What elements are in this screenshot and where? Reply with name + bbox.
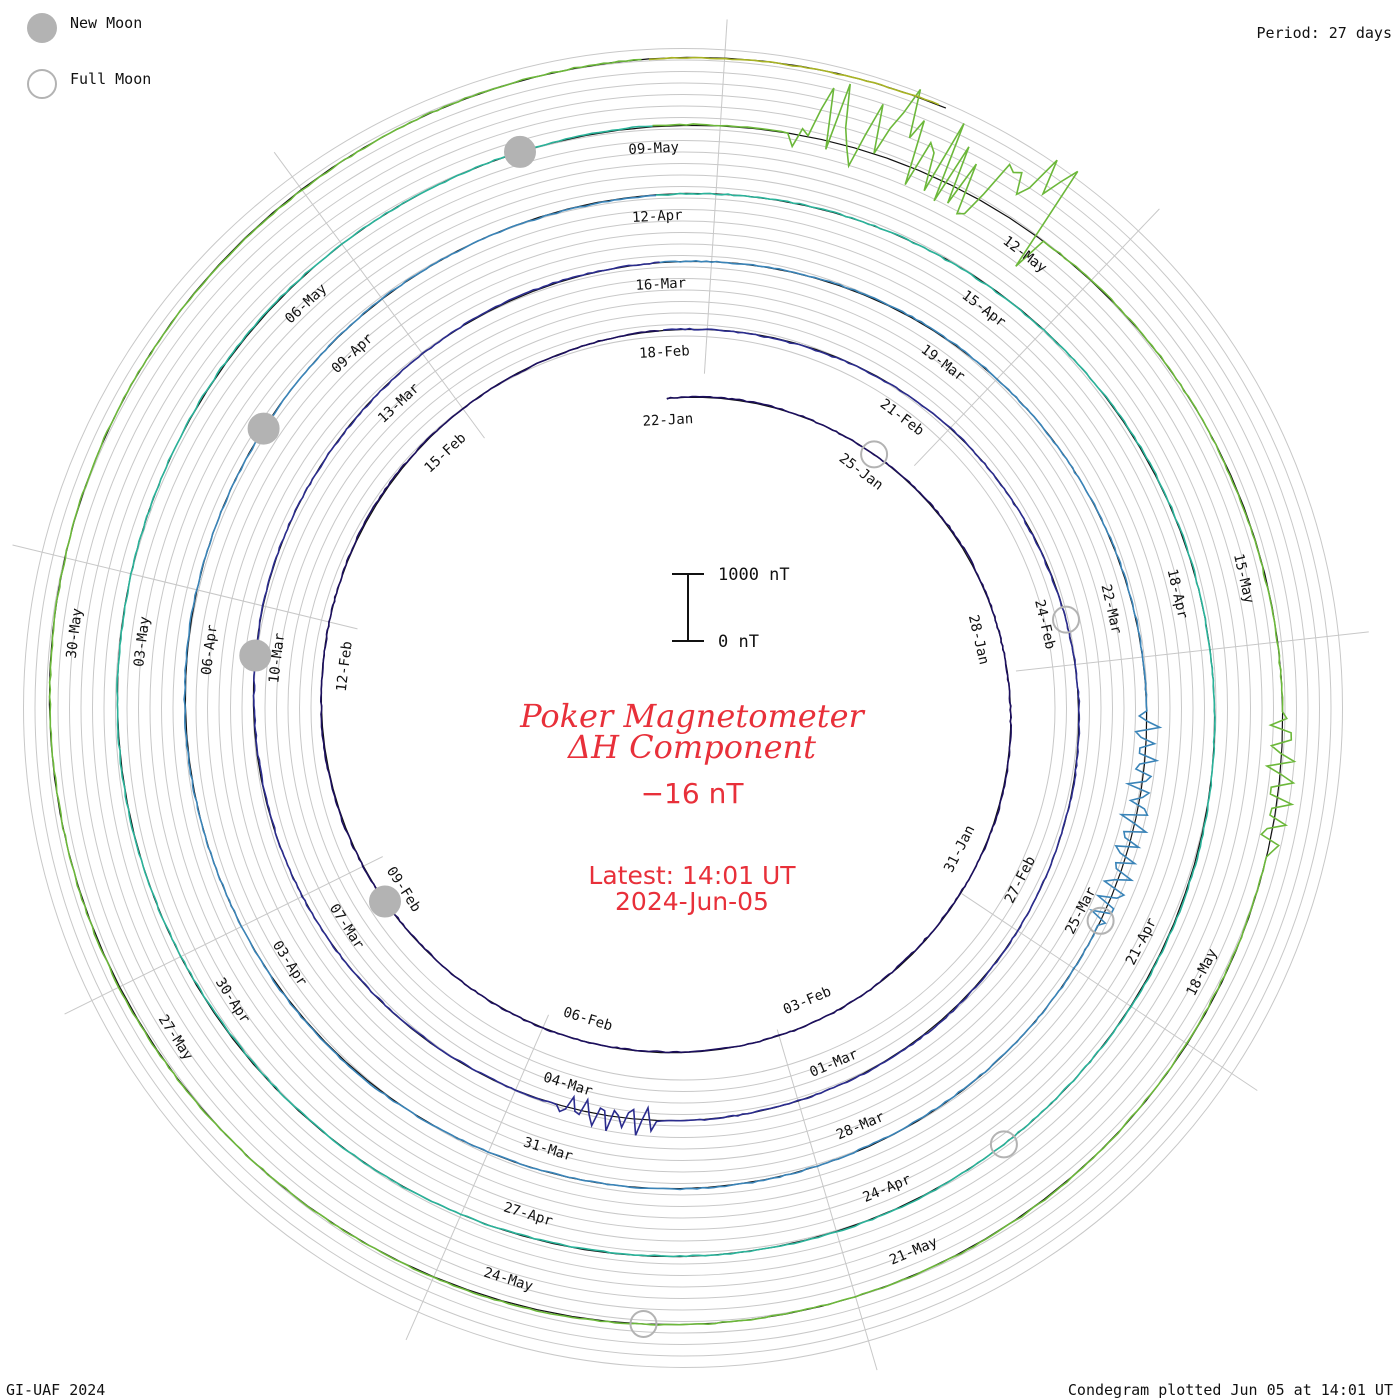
date-label: 09-May	[628, 139, 679, 158]
new-moon-marker	[369, 885, 401, 918]
credit-label: GI-UAF 2024	[6, 1381, 105, 1399]
grid-ring	[126, 151, 1240, 1265]
trace-rotation-5	[48, 58, 1297, 1326]
full-moon-marker	[629, 1310, 658, 1338]
date-label: 12-Apr	[632, 207, 683, 226]
grid-ring	[23, 48, 1343, 1368]
moon-markers	[239, 135, 1115, 1338]
full-moon-marker	[1052, 605, 1080, 634]
grid-ring	[299, 324, 1067, 1092]
baseline-spiral	[48, 56, 1284, 1326]
date-label: 06-Apr	[199, 624, 221, 676]
grid-ring	[46, 71, 1320, 1345]
date-label: 03-Feb	[781, 984, 834, 1018]
date-label: 22-Jan	[642, 411, 693, 430]
date-label: 18-Feb	[639, 343, 690, 362]
legend: New Moon Full Moon	[27, 13, 151, 99]
scale-bar: 1000 nT 0 nT	[672, 565, 790, 652]
date-label: 18-Apr	[1164, 567, 1191, 620]
date-label: 27-Feb	[1002, 854, 1039, 906]
date-label: 03-May	[131, 616, 153, 668]
grid-ring	[241, 266, 1125, 1150]
date-label: 31-Jan	[941, 823, 978, 875]
grid-ring	[80, 105, 1286, 1311]
trace-rotation-2	[252, 261, 1081, 1136]
day-spoke	[1015, 631, 1369, 672]
day-spoke	[913, 208, 1160, 467]
full-moon-marker	[1086, 906, 1115, 935]
grid-ring	[92, 117, 1274, 1299]
trace-rotation-3	[183, 194, 1163, 1191]
date-label: 13-Mar	[375, 380, 423, 426]
baseline-path	[48, 56, 1284, 1326]
chart-title-line2: ΔH Component	[566, 728, 816, 766]
date-label: 31-Mar	[521, 1135, 574, 1165]
trace-rotation-1	[319, 329, 1013, 1054]
day-spoke	[405, 1014, 549, 1341]
full-moon-label: Full Moon	[70, 70, 151, 88]
day-spoke	[64, 856, 383, 1015]
day-spokes	[12, 19, 1369, 1371]
new-moon-label: New Moon	[70, 14, 142, 32]
new-moon-icon	[27, 13, 57, 43]
date-label: 30-May	[64, 607, 86, 659]
date-label: 09-Apr	[329, 331, 377, 377]
date-label: 15-May	[1230, 552, 1257, 605]
scale-top-label: 1000 nT	[718, 565, 790, 585]
period-label: Period: 27 days	[1257, 24, 1392, 42]
grid-ring	[207, 232, 1159, 1184]
grid-ring	[115, 140, 1251, 1276]
day-spoke	[961, 893, 1258, 1091]
date-label: 16-Mar	[635, 275, 686, 294]
grid-ring	[264, 289, 1102, 1127]
day-spoke	[703, 19, 728, 374]
grid-ring	[138, 163, 1228, 1253]
grid-ring	[69, 94, 1297, 1322]
date-label: 10-Mar	[266, 632, 288, 684]
latest-date: 2024-Jun-05	[615, 887, 769, 916]
grid-ring	[34, 59, 1332, 1357]
latest-time: Latest: 14:01 UT	[588, 861, 796, 890]
plotted-label: Condegram plotted Jun 05 at 14:01 UT	[1068, 1381, 1393, 1399]
date-label: 28-Jan	[965, 613, 992, 666]
new-moon-marker	[247, 412, 280, 445]
date-label: 27-Apr	[502, 1200, 555, 1230]
grid-ring	[276, 301, 1090, 1115]
date-label: 01-Mar	[807, 1046, 860, 1080]
grid-ring	[230, 255, 1136, 1161]
date-label: 12-Feb	[334, 640, 356, 692]
trace-rotation-4	[116, 125, 1216, 1258]
trace-rotation-6	[648, 56, 940, 106]
data-traces	[48, 56, 1297, 1326]
new-moon-marker	[239, 639, 272, 672]
day-spoke	[776, 1029, 878, 1371]
grid-ring	[172, 197, 1194, 1219]
current-value: −16 nT	[641, 777, 745, 810]
date-label: 18-May	[1184, 946, 1221, 998]
scale-bottom-label: 0 nT	[718, 632, 759, 652]
grid-ring	[310, 335, 1056, 1081]
full-moon-marker	[860, 440, 889, 469]
chart-title-line1: Poker Magnetometer	[519, 697, 865, 735]
date-label: 06-Feb	[561, 1004, 614, 1034]
full-moon-icon	[27, 69, 57, 99]
grid-ring	[103, 128, 1263, 1288]
day-spoke	[12, 544, 358, 630]
date-label: 28-Mar	[834, 1109, 887, 1143]
grid-ring	[161, 186, 1205, 1230]
grid-ring	[195, 220, 1171, 1196]
date-label: 21-Apr	[1123, 916, 1160, 968]
grid-ring	[57, 82, 1309, 1334]
day-spoke	[273, 151, 485, 439]
new-moon-marker	[504, 135, 536, 168]
full-moon-marker	[989, 1130, 1018, 1159]
grid-ring	[149, 174, 1217, 1242]
